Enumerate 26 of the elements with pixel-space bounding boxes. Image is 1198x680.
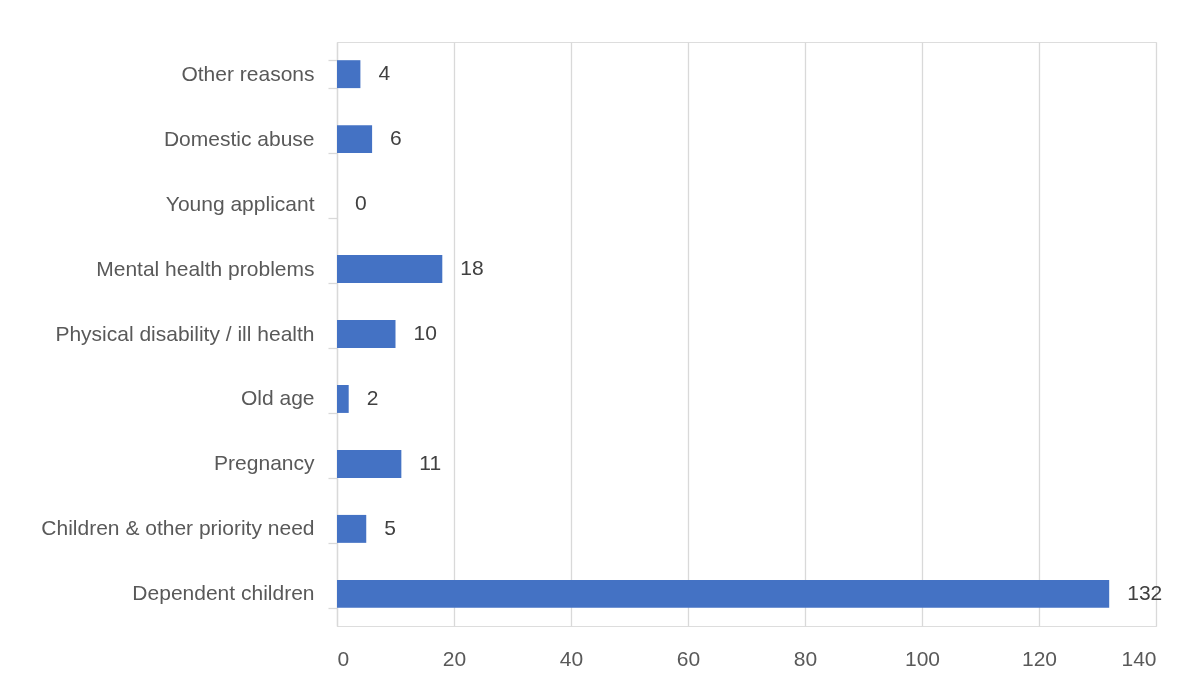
y-tick-label: Other reasons xyxy=(181,61,315,85)
y-tick-label: Mental health problems xyxy=(96,256,315,280)
x-tick-label: 20 xyxy=(442,646,467,670)
data-label: 18 xyxy=(460,256,484,280)
y-tick-label: Children & other priority need xyxy=(41,516,315,540)
data-label: 4 xyxy=(378,61,391,85)
x-tick-label: 60 xyxy=(676,646,701,670)
x-tick-label: 120 xyxy=(1021,646,1058,670)
x-tick-label: 0 xyxy=(337,646,350,670)
data-label: 5 xyxy=(384,515,396,539)
data-label: 6 xyxy=(390,126,402,150)
x-tick-label: 140 xyxy=(1121,646,1157,670)
data-label: 11 xyxy=(419,450,442,474)
data-label: 10 xyxy=(413,321,437,344)
y-tick-label: Physical disability / ill health xyxy=(55,321,315,345)
y-tick-label: Young applicant xyxy=(165,191,315,215)
x-tick-label: 40 xyxy=(559,646,584,670)
y-tick-label: Dependent children xyxy=(132,581,315,605)
data-label: 132 xyxy=(1127,580,1163,604)
y-tick-label: Pregnancy xyxy=(214,451,315,475)
y-tick-label: Domestic abuse xyxy=(163,126,315,150)
y-tick-label: Old age xyxy=(240,386,315,410)
x-tick-label: 100 xyxy=(904,646,941,670)
data-label: 2 xyxy=(366,385,379,409)
data-label: 0 xyxy=(355,191,367,215)
x-tick-label: 80 xyxy=(793,646,818,670)
